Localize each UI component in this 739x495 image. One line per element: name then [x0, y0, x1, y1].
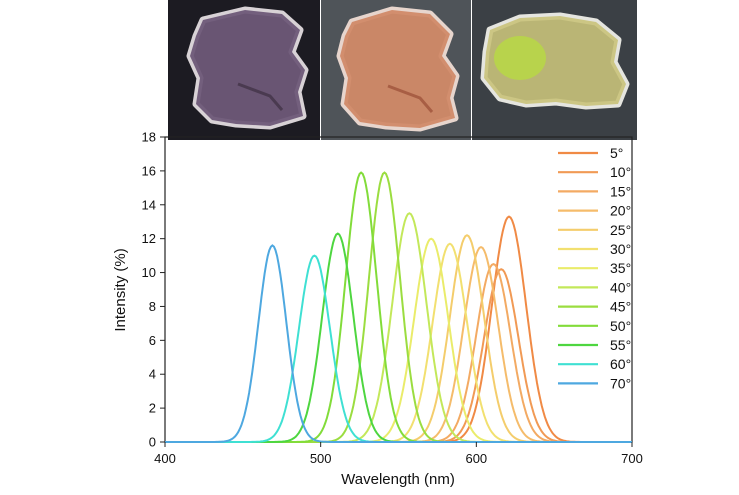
y-axis-title: Intensity (%): [112, 248, 129, 331]
legend-label-6: 35°: [610, 260, 631, 276]
y-tick-label-2: 4: [149, 367, 156, 382]
x-tick-label-0: 400: [154, 451, 176, 466]
photo-green-sample: [472, 0, 637, 140]
series-line-11: [165, 254, 632, 443]
series-line-12: [165, 244, 632, 443]
legend-label-9: 50°: [610, 318, 631, 334]
legend: 5° 10° 15° 20° 25° 30° 35° 40° 45° 50° 55° 60° 70°: [558, 145, 631, 391]
series-line-1: [165, 268, 632, 443]
legend-label-10: 55°: [610, 337, 631, 353]
x-tick-label-1: 500: [310, 451, 332, 466]
y-tick-label-3: 6: [149, 333, 156, 348]
x-axis-title: Wavelength (nm): [341, 471, 455, 488]
sample-photos: [168, 0, 637, 140]
legend-label-8: 45°: [610, 299, 631, 315]
y-tick-label-4: 8: [149, 299, 156, 314]
legend-label-7: 40°: [610, 279, 631, 295]
legend-label-4: 25°: [610, 222, 631, 238]
series-line-2: [165, 263, 632, 443]
legend-label-1: 10°: [610, 164, 631, 180]
spectra-curves: [165, 171, 632, 443]
legend-label-5: 30°: [610, 241, 631, 257]
photo-orange-sample: [321, 0, 471, 140]
y-tick-label-5: 10: [142, 265, 156, 280]
y-tick-label-7: 14: [142, 197, 156, 212]
y-tick-label-9: 18: [142, 130, 156, 145]
x-tick-label-3: 700: [621, 451, 643, 466]
plot-frame: [164, 136, 633, 443]
legend-label-2: 15°: [610, 183, 631, 199]
y-tick-label-1: 2: [149, 401, 156, 416]
legend-label-12: 70°: [610, 375, 631, 391]
x-tick-label-2: 600: [465, 451, 487, 466]
y-tick-label-0: 0: [149, 435, 156, 450]
legend-label-0: 5°: [610, 145, 623, 161]
photo-dark-sample: [168, 0, 320, 140]
legend-label-3: 20°: [610, 203, 631, 219]
y-tick-label-8: 16: [142, 163, 156, 178]
axes: 0 2 4 6 8 10 12 14 16 18 400 500 600 700: [142, 130, 643, 467]
y-tick-label-6: 12: [142, 231, 156, 246]
legend-label-11: 60°: [610, 356, 631, 372]
